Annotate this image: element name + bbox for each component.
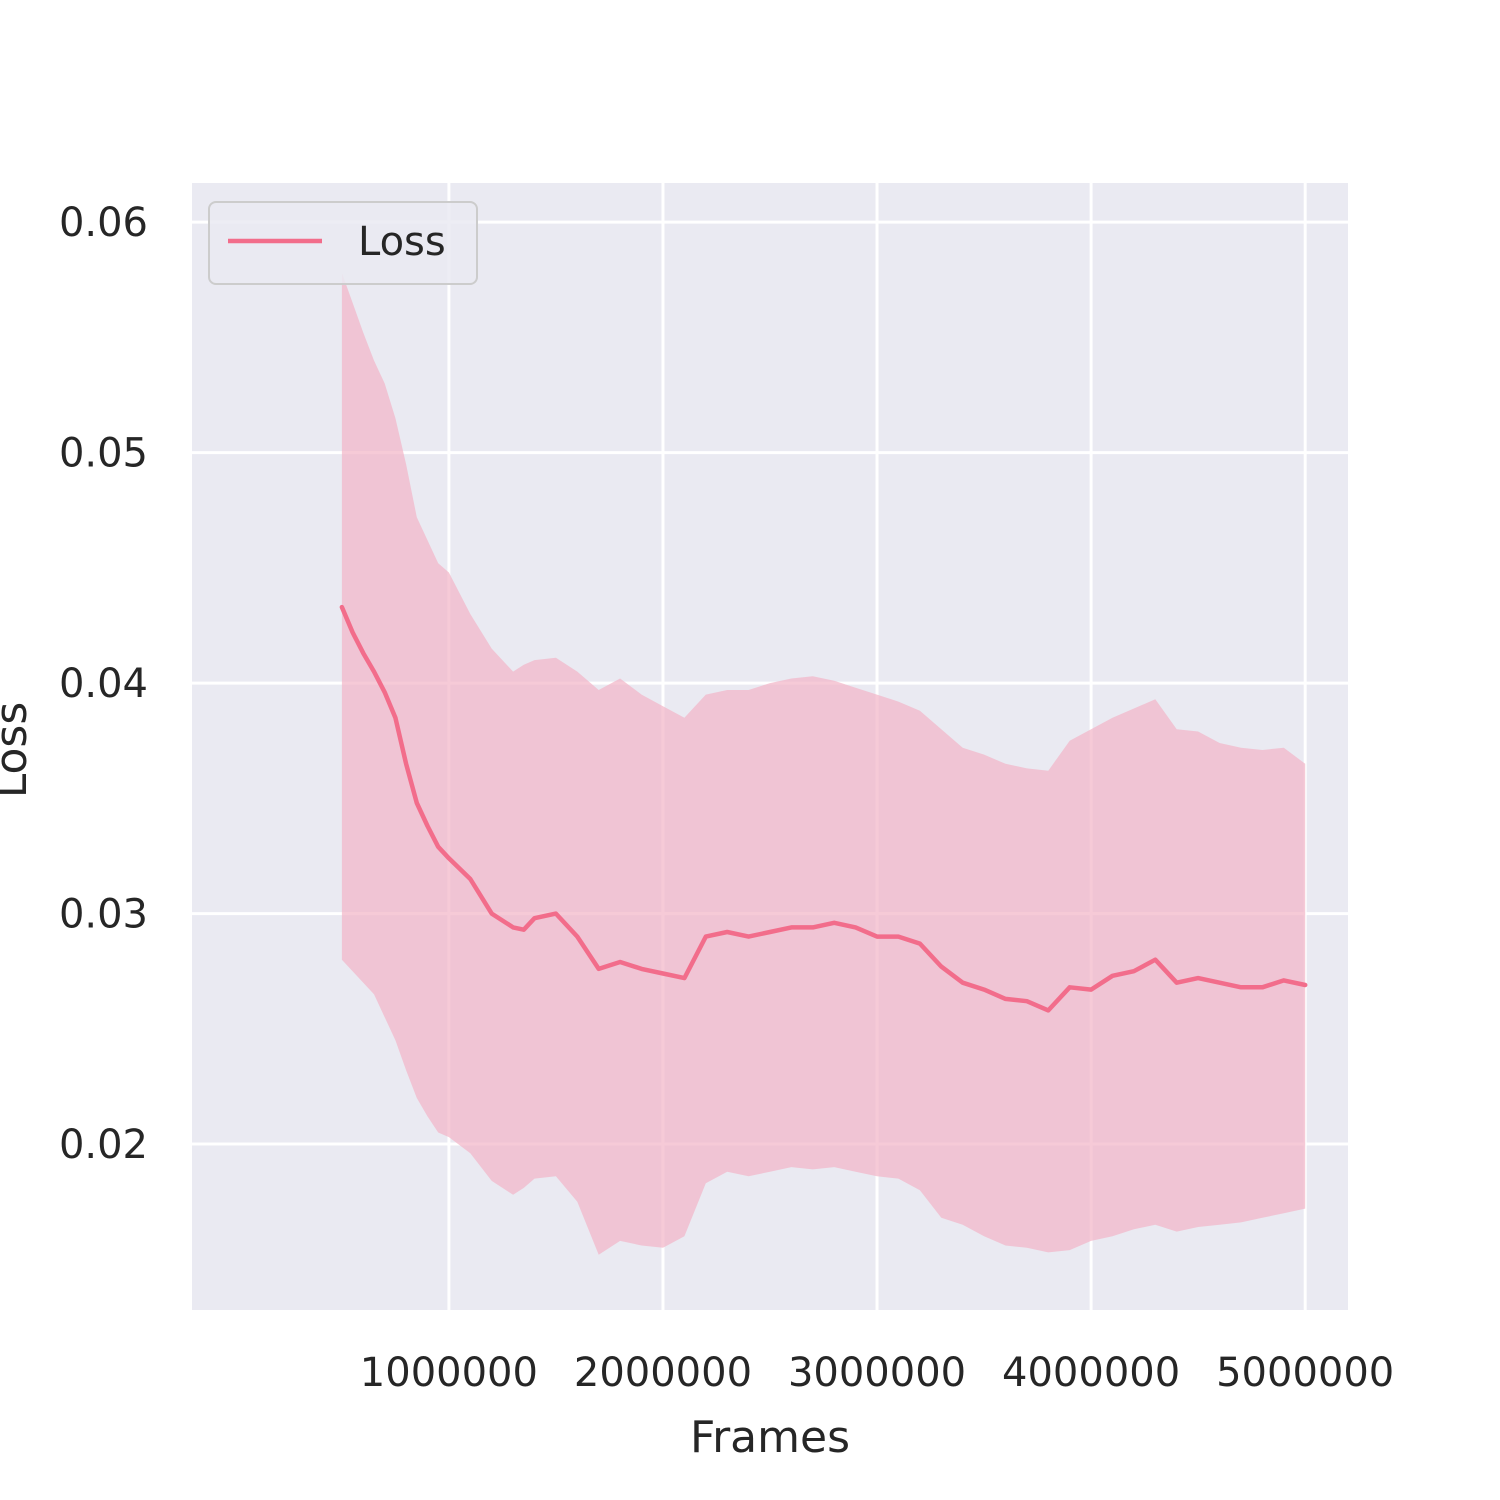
x-axis-label: Frames: [690, 1412, 850, 1463]
x-axis-ticks: 1000000 2000000 3000000 4000000 5000000: [360, 1350, 1394, 1396]
x-tick-label: 3000000: [788, 1350, 966, 1396]
legend-label: Loss: [358, 219, 446, 265]
loss-line: [339, 604, 1308, 1013]
y-tick-label: 0.05: [59, 431, 148, 477]
legend-box: [208, 201, 478, 285]
loss-confidence-band: [341, 272, 1306, 1255]
y-axis-ticks: 0.02 0.03 0.04 0.05 0.06: [59, 200, 148, 1168]
y-axis-label: Loss: [0, 702, 37, 799]
x-tick-label: 2000000: [574, 1350, 752, 1396]
x-tick-label: 1000000: [360, 1350, 538, 1396]
x-tick-label: 5000000: [1216, 1350, 1394, 1396]
y-tick-label: 0.06: [59, 200, 148, 246]
y-tick-label: 0.03: [59, 892, 148, 938]
legend: Loss: [208, 201, 478, 285]
y-tick-label: 0.04: [59, 661, 148, 707]
x-tick-label: 4000000: [1002, 1350, 1180, 1396]
y-tick-label: 0.02: [59, 1122, 148, 1168]
